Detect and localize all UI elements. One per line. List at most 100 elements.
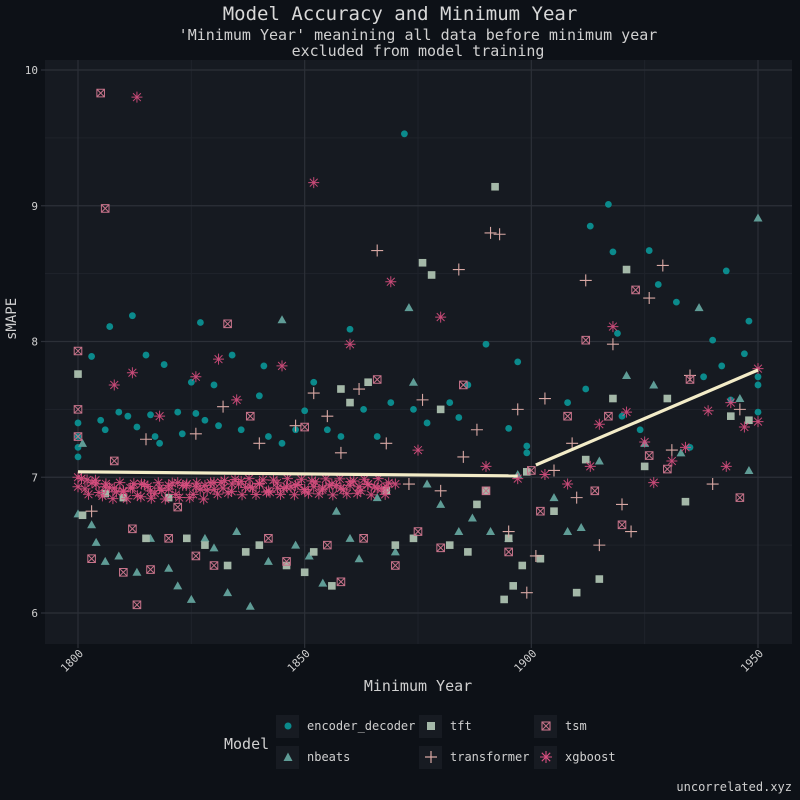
point-transformer: [85, 505, 98, 518]
point-tsm: [73, 432, 83, 441]
point-xgboost: [145, 492, 157, 504]
point-xgboost: [149, 487, 161, 499]
point-encoder-decoder: [124, 412, 132, 420]
point-xgboost: [648, 477, 660, 489]
point-xgboost: [539, 469, 551, 481]
point-encoder-decoder: [614, 329, 621, 337]
y-tick-label: 7: [31, 471, 38, 484]
legend-item-transformer: transformer: [419, 745, 529, 769]
point-xgboost: [380, 481, 392, 493]
point-tft: [536, 554, 545, 563]
point-xgboost: [99, 481, 111, 493]
point-tsm: [459, 380, 468, 390]
point-tsm: [590, 486, 600, 496]
credit-text: uncorrelated.xyz: [676, 780, 792, 794]
point-xgboost: [131, 91, 143, 103]
point-xgboost: [264, 486, 276, 498]
point-xgboost: [412, 444, 424, 456]
point-nbeats: [390, 547, 400, 556]
point-tft: [364, 378, 372, 387]
point-transformer: [643, 292, 656, 305]
point-encoder-decoder: [654, 281, 662, 288]
point-xgboost: [103, 482, 115, 494]
point-xgboost: [247, 482, 259, 494]
point-tsm: [372, 375, 382, 384]
point-nbeats: [331, 506, 341, 515]
point-xgboost: [226, 485, 238, 497]
point-tsm: [527, 466, 536, 475]
point-transformer: [189, 427, 202, 440]
point-xgboost: [81, 474, 93, 486]
point-tft: [572, 588, 581, 597]
point-encoder-decoder: [754, 381, 762, 389]
point-tft: [427, 271, 436, 279]
point-encoder-decoder: [754, 373, 762, 381]
point-xgboost: [201, 484, 213, 496]
point-encoder-decoder: [97, 416, 105, 424]
point-transformer: [570, 491, 583, 504]
point-xgboost: [166, 477, 178, 489]
point-xgboost: [121, 493, 133, 505]
point-encoder-decoder: [187, 378, 195, 386]
point-encoder-decoder: [210, 381, 218, 389]
point-transformer: [706, 478, 719, 491]
point-xgboost: [344, 338, 356, 350]
point-xgboost: [217, 482, 229, 494]
point-tsm: [109, 456, 119, 466]
point-tft: [78, 511, 87, 520]
point-xgboost: [173, 492, 185, 504]
point-encoder-decoder: [178, 430, 186, 438]
point-tft: [523, 468, 531, 476]
point-xgboost: [666, 455, 678, 467]
point-tft: [504, 534, 513, 543]
point-xgboost: [187, 488, 199, 500]
point-encoder-decoder: [192, 410, 200, 417]
point-xgboost: [159, 493, 171, 505]
y-tick-label: 8: [31, 336, 38, 349]
boxed-x-icon: [534, 714, 557, 738]
point-tsm: [536, 506, 545, 516]
point-tft: [518, 561, 527, 570]
point-xgboost: [385, 276, 397, 288]
point-tft: [309, 548, 318, 556]
point-tft: [745, 416, 753, 425]
point-tsm: [644, 451, 654, 460]
point-tsm: [264, 534, 273, 543]
point-xgboost: [107, 493, 119, 505]
point-tft: [509, 582, 517, 590]
point-xgboost: [365, 489, 377, 501]
point-encoder-decoder: [133, 423, 141, 431]
point-xgboost: [584, 460, 596, 472]
point-encoder-decoder: [387, 399, 395, 406]
point-xgboost: [126, 367, 138, 379]
point-transformer: [593, 539, 606, 552]
point-encoder-decoder: [346, 325, 354, 333]
point-xgboost: [131, 490, 143, 502]
point-tsm: [146, 565, 155, 574]
point-encoder-decoder: [106, 323, 114, 330]
point-xgboost: [114, 477, 126, 489]
point-encoder-decoder: [115, 408, 123, 416]
point-encoder-decoder: [147, 411, 154, 419]
point-encoder-decoder: [523, 449, 531, 457]
point-encoder-decoder: [564, 399, 571, 406]
point-tsm: [191, 551, 201, 561]
point-encoder-decoder: [260, 362, 268, 370]
point-encoder-decoder: [201, 416, 209, 424]
point-encoder-decoder: [156, 439, 164, 447]
x-axis-label: Minimum Year: [363, 677, 473, 695]
point-encoder-decoder: [673, 298, 680, 306]
point-xgboost: [480, 460, 492, 472]
point-nbeats: [200, 533, 210, 542]
point-xgboost: [108, 482, 120, 494]
point-tsm: [436, 543, 445, 553]
point-nbeats: [576, 522, 586, 531]
point-tsm: [336, 577, 346, 587]
point-tsm: [685, 375, 695, 384]
point-xgboost: [152, 477, 164, 489]
point-nbeats: [676, 448, 686, 457]
point-xgboost: [181, 478, 193, 490]
point-xgboost: [306, 475, 318, 487]
point-tft: [622, 265, 631, 274]
point-tft: [418, 258, 427, 267]
